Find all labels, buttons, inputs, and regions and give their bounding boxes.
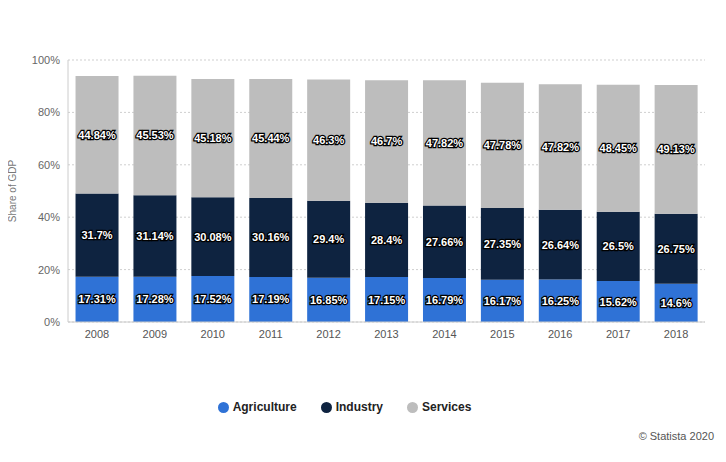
- svg-text:46.7%: 46.7%: [371, 135, 402, 147]
- svg-text:2009: 2009: [143, 328, 167, 340]
- svg-text:26.64%: 26.64%: [542, 239, 580, 251]
- svg-text:16.79%: 16.79%: [426, 294, 464, 306]
- svg-text:30.08%: 30.08%: [194, 231, 232, 243]
- svg-text:2016: 2016: [548, 328, 572, 340]
- svg-text:Share of GDP: Share of GDP: [8, 160, 18, 223]
- svg-text:27.66%: 27.66%: [426, 236, 464, 248]
- html-text:Services: Services: [422, 400, 472, 414]
- svg-text:100%: 100%: [32, 54, 60, 66]
- svg-text:17.31%: 17.31%: [78, 293, 116, 305]
- svg-text:49.13%: 49.13%: [657, 143, 695, 155]
- svg-text:14.6%: 14.6%: [661, 297, 692, 309]
- svg-text:47.82%: 47.82%: [426, 137, 464, 149]
- svg-text:2008: 2008: [85, 328, 109, 340]
- svg-text:2014: 2014: [432, 328, 456, 340]
- svg-text:44.84%: 44.84%: [78, 129, 116, 141]
- html-text:Agriculture: Agriculture: [232, 400, 297, 414]
- svg-text:31.14%: 31.14%: [136, 230, 174, 242]
- svg-text:17.52%: 17.52%: [194, 293, 232, 305]
- svg-text:16.25%: 16.25%: [542, 295, 580, 307]
- svg-text:2018: 2018: [664, 328, 688, 340]
- svg-text:17.15%: 17.15%: [368, 294, 406, 306]
- svg-text:26.75%: 26.75%: [657, 243, 695, 255]
- html-text:Industry: Industry: [335, 400, 383, 414]
- svg-text:40%: 40%: [38, 211, 60, 223]
- svg-text:17.19%: 17.19%: [252, 293, 290, 305]
- svg-text:2017: 2017: [606, 328, 630, 340]
- svg-text:0%: 0%: [44, 316, 60, 328]
- svg-text:20%: 20%: [38, 264, 60, 276]
- svg-text:46.3%: 46.3%: [313, 134, 344, 146]
- svg-text:30.16%: 30.16%: [252, 231, 290, 243]
- svg-text:15.62%: 15.62%: [600, 296, 638, 308]
- svg-text:80%: 80%: [38, 106, 60, 118]
- svg-text:26.5%: 26.5%: [603, 240, 634, 252]
- svg-text:45.44%: 45.44%: [252, 132, 290, 144]
- svg-text:16.85%: 16.85%: [310, 294, 348, 306]
- svg-text:28.4%: 28.4%: [371, 234, 402, 246]
- svg-text:16.17%: 16.17%: [484, 295, 522, 307]
- svg-text:27.35%: 27.35%: [484, 238, 522, 250]
- svg-text:2013: 2013: [374, 328, 398, 340]
- svg-text:48.45%: 48.45%: [600, 142, 638, 154]
- svg-text:47.78%: 47.78%: [484, 139, 522, 151]
- svg-text:2012: 2012: [316, 328, 340, 340]
- svg-text:47.82%: 47.82%: [542, 141, 580, 153]
- svg-text:60%: 60%: [38, 159, 60, 171]
- svg-text:2015: 2015: [490, 328, 514, 340]
- svg-text:29.4%: 29.4%: [313, 233, 344, 245]
- svg-text:17.28%: 17.28%: [136, 293, 174, 305]
- svg-text:2010: 2010: [201, 328, 225, 340]
- svg-text:45.53%: 45.53%: [136, 129, 174, 141]
- svg-text:45.18%: 45.18%: [194, 132, 232, 144]
- html-text:© Statista 2020: © Statista 2020: [638, 430, 714, 442]
- svg-text:31.7%: 31.7%: [81, 229, 112, 241]
- svg-text:2011: 2011: [259, 328, 283, 340]
